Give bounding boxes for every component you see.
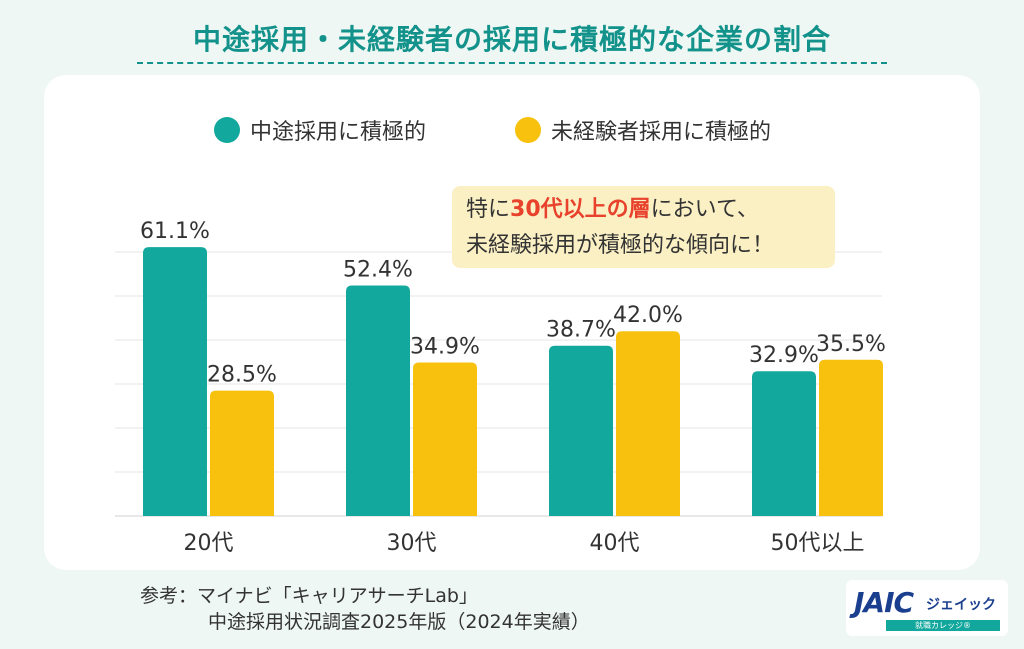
- bar-midcareer: [549, 345, 613, 516]
- callout-line-1-pre: 特に: [466, 197, 511, 222]
- bar-inexperienced: [616, 331, 680, 516]
- bar-midcareer: [143, 247, 207, 516]
- callout-line-2: 未経験採用が積極的な傾向に！: [466, 233, 775, 258]
- callout-highlight: 30代以上の層: [510, 197, 651, 222]
- source-line-2: 中途採用状況調査2025年版（2024年実績）: [208, 611, 590, 633]
- logo-kana: ジェイック: [926, 597, 996, 613]
- logo-tagline: 就職カレッジ®: [886, 620, 1000, 631]
- data-label: 28.5%: [207, 363, 277, 388]
- legend-item-midcareer: 中途採用に積極的: [214, 117, 427, 145]
- bar-midcareer: [346, 285, 410, 516]
- x-tick-label: 40代: [590, 531, 640, 556]
- legend-swatch-midcareer: [214, 117, 240, 143]
- bar-midcareer: [752, 371, 816, 516]
- callout-box: 特に30代以上の層において、 未経験採用が積極的な傾向に！: [452, 186, 835, 268]
- callout-line-1: 特に30代以上の層において、: [466, 192, 835, 228]
- legend-item-inexperienced: 未経験者採用に積極的: [515, 117, 772, 145]
- callout-line-1-post: において、: [650, 197, 759, 222]
- data-label: 61.1%: [140, 219, 210, 244]
- legend-swatch-inexperienced: [515, 117, 541, 143]
- data-label: 52.4%: [343, 257, 413, 282]
- legend-label-midcareer: 中途採用に積極的: [250, 120, 427, 145]
- data-label: 35.5%: [816, 332, 886, 357]
- bar-inexperienced: [413, 362, 477, 516]
- title-divider: [137, 62, 887, 64]
- x-tick-label: 20代: [184, 531, 234, 556]
- x-tick-label: 30代: [387, 531, 437, 556]
- bar-inexperienced: [210, 390, 274, 516]
- page-title: 中途採用・未経験者の採用に積極的な企業の割合: [192, 23, 831, 56]
- data-label: 32.9%: [749, 343, 819, 368]
- x-tick-label: 50代以上: [771, 531, 865, 556]
- logo-mark: JAIC: [854, 586, 914, 619]
- legend-label-inexperienced: 未経験者採用に積極的: [551, 120, 772, 145]
- source-note: 参考：マイナビ「キャリアサーチLab」 中途採用状況調査2025年版（2024年…: [140, 583, 590, 635]
- data-label: 42.0%: [613, 303, 683, 328]
- data-label: 34.9%: [410, 334, 480, 359]
- data-label: 38.7%: [546, 318, 616, 343]
- jaic-logo: JAIC ジェイック 就職カレッジ®: [846, 580, 1008, 636]
- bar-inexperienced: [819, 359, 883, 516]
- source-line-1: 参考：マイナビ「キャリアサーチLab」: [140, 585, 478, 607]
